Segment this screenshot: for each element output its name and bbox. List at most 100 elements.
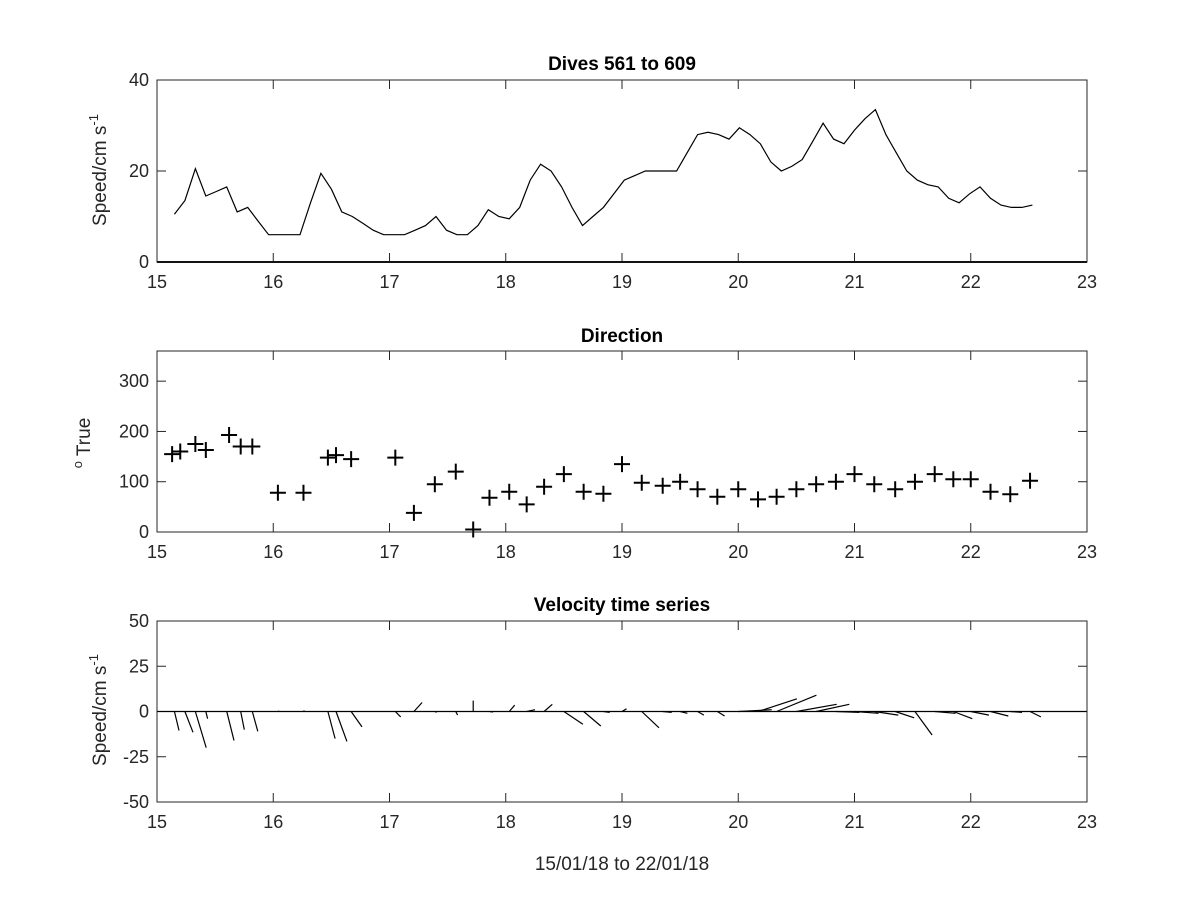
y-tick-label: 300 — [119, 371, 149, 391]
velocity-stick — [835, 710, 860, 713]
velocity-stick — [641, 711, 660, 729]
direction-point — [536, 478, 553, 495]
velocity-stick — [621, 708, 627, 713]
direction-point — [447, 463, 464, 480]
direction-point — [575, 483, 592, 500]
direction-point — [866, 476, 883, 493]
velocity-stick — [251, 711, 259, 732]
x-tick-label: 15 — [147, 812, 167, 832]
speed-panel: Dives 561 to 609 Speed/cm s-1 15 16 17 18 19… — [86, 54, 1097, 292]
x-tick-label: 22 — [961, 272, 981, 292]
velocity-stick — [508, 704, 516, 712]
x-tick-label: 22 — [961, 542, 981, 562]
velocity-stick — [455, 711, 459, 716]
velocity-panel-xlabel: 15/01/18 to 22/01/18 — [535, 854, 709, 875]
direction-point — [962, 471, 979, 488]
direction-point — [614, 456, 630, 473]
x-tick-label: 20 — [728, 812, 748, 832]
velocity-stick — [757, 698, 798, 713]
velocity-stick — [434, 710, 437, 713]
velocity-stick — [990, 710, 1009, 717]
x-tick-label: 16 — [263, 542, 283, 562]
y-tick-label: 200 — [119, 421, 149, 441]
velocity-stick — [526, 709, 536, 713]
velocity-stick — [1010, 710, 1023, 713]
direction-point — [343, 451, 360, 468]
direction-point — [1002, 486, 1019, 503]
velocity-stick — [394, 711, 402, 718]
x-tick-label: 20 — [728, 272, 748, 292]
velocity-stick — [240, 711, 245, 730]
y-tick-label: 0 — [139, 522, 149, 542]
direction-point — [709, 488, 726, 505]
direction-point — [808, 476, 825, 493]
direction-point — [654, 477, 671, 494]
x-tick-label: 21 — [844, 542, 864, 562]
y-tick-label: -50 — [123, 792, 149, 812]
direction-point — [164, 446, 181, 463]
direction-point — [426, 476, 443, 493]
x-tick-label: 18 — [496, 542, 516, 562]
direction-point — [689, 481, 706, 498]
velocity-panel-ticks: 15 16 17 18 19 20 21 22 23 -50 -25 0 25 50 — [123, 611, 1097, 832]
direction-point — [269, 484, 286, 501]
direction-point — [405, 504, 422, 521]
y-tick-label: 20 — [129, 161, 149, 181]
direction-point — [633, 474, 650, 491]
direction-point — [465, 521, 482, 538]
direction-panel: Direction o True 15 16 17 18 19 20 21 22 23 0 100 2… — [70, 326, 1097, 562]
direction-point — [555, 466, 572, 483]
direction-point — [501, 483, 518, 500]
x-tick-label: 15 — [147, 542, 167, 562]
direction-point — [982, 483, 999, 500]
speed-panel-title: Dives 561 to 609 — [548, 54, 696, 75]
direction-point — [906, 473, 923, 490]
velocity-panel-ylabel: Speed/cm s-1 — [86, 654, 111, 766]
direction-point — [244, 438, 261, 455]
y-tick-label: -25 — [123, 747, 149, 767]
velocity-stick — [489, 710, 494, 713]
velocity-stick — [816, 703, 850, 713]
speed-panel-axes-box — [156, 79, 1088, 263]
velocity-stick — [679, 710, 688, 714]
velocity-stick — [583, 711, 602, 727]
velocity-stick — [854, 710, 879, 714]
direction-point — [730, 481, 747, 498]
y-tick-label: 0 — [139, 702, 149, 722]
x-tick-label: 19 — [612, 812, 632, 832]
x-tick-label: 18 — [496, 812, 516, 832]
direction-point — [827, 473, 844, 490]
velocity-stick — [184, 711, 194, 733]
direction-point — [1022, 472, 1039, 489]
velocity-stick — [894, 710, 915, 719]
x-tick-label: 19 — [612, 272, 632, 292]
x-tick-label: 15 — [147, 272, 167, 292]
direction-point — [768, 488, 785, 505]
velocity-stick — [413, 702, 423, 712]
direction-panel-ylabel: o True — [70, 418, 95, 469]
velocity-stick — [335, 711, 348, 742]
velocity-stick — [350, 711, 363, 728]
direction-point — [481, 489, 498, 506]
x-tick-label: 21 — [844, 812, 864, 832]
y-tick-label: 100 — [119, 472, 149, 492]
y-tick-label: 25 — [129, 656, 149, 676]
x-tick-label: 17 — [379, 812, 399, 832]
direction-point — [595, 485, 612, 502]
velocity-stick — [874, 710, 899, 716]
velocity-stick — [934, 710, 956, 714]
y-tick-label: 0 — [139, 252, 149, 272]
x-tick-label: 17 — [379, 542, 399, 562]
velocity-panel-axes-box — [156, 620, 1088, 803]
velocity-stick — [914, 711, 933, 736]
y-tick-label: 50 — [129, 611, 149, 631]
direction-point — [221, 426, 238, 443]
velocity-stick — [563, 711, 584, 725]
direction-panel-axes-box — [156, 350, 1088, 533]
speed-series-line — [173, 108, 1033, 236]
x-tick-label: 16 — [263, 272, 283, 292]
velocity-stick — [205, 711, 209, 719]
direction-point — [387, 449, 404, 466]
velocity-stick — [1029, 710, 1042, 718]
